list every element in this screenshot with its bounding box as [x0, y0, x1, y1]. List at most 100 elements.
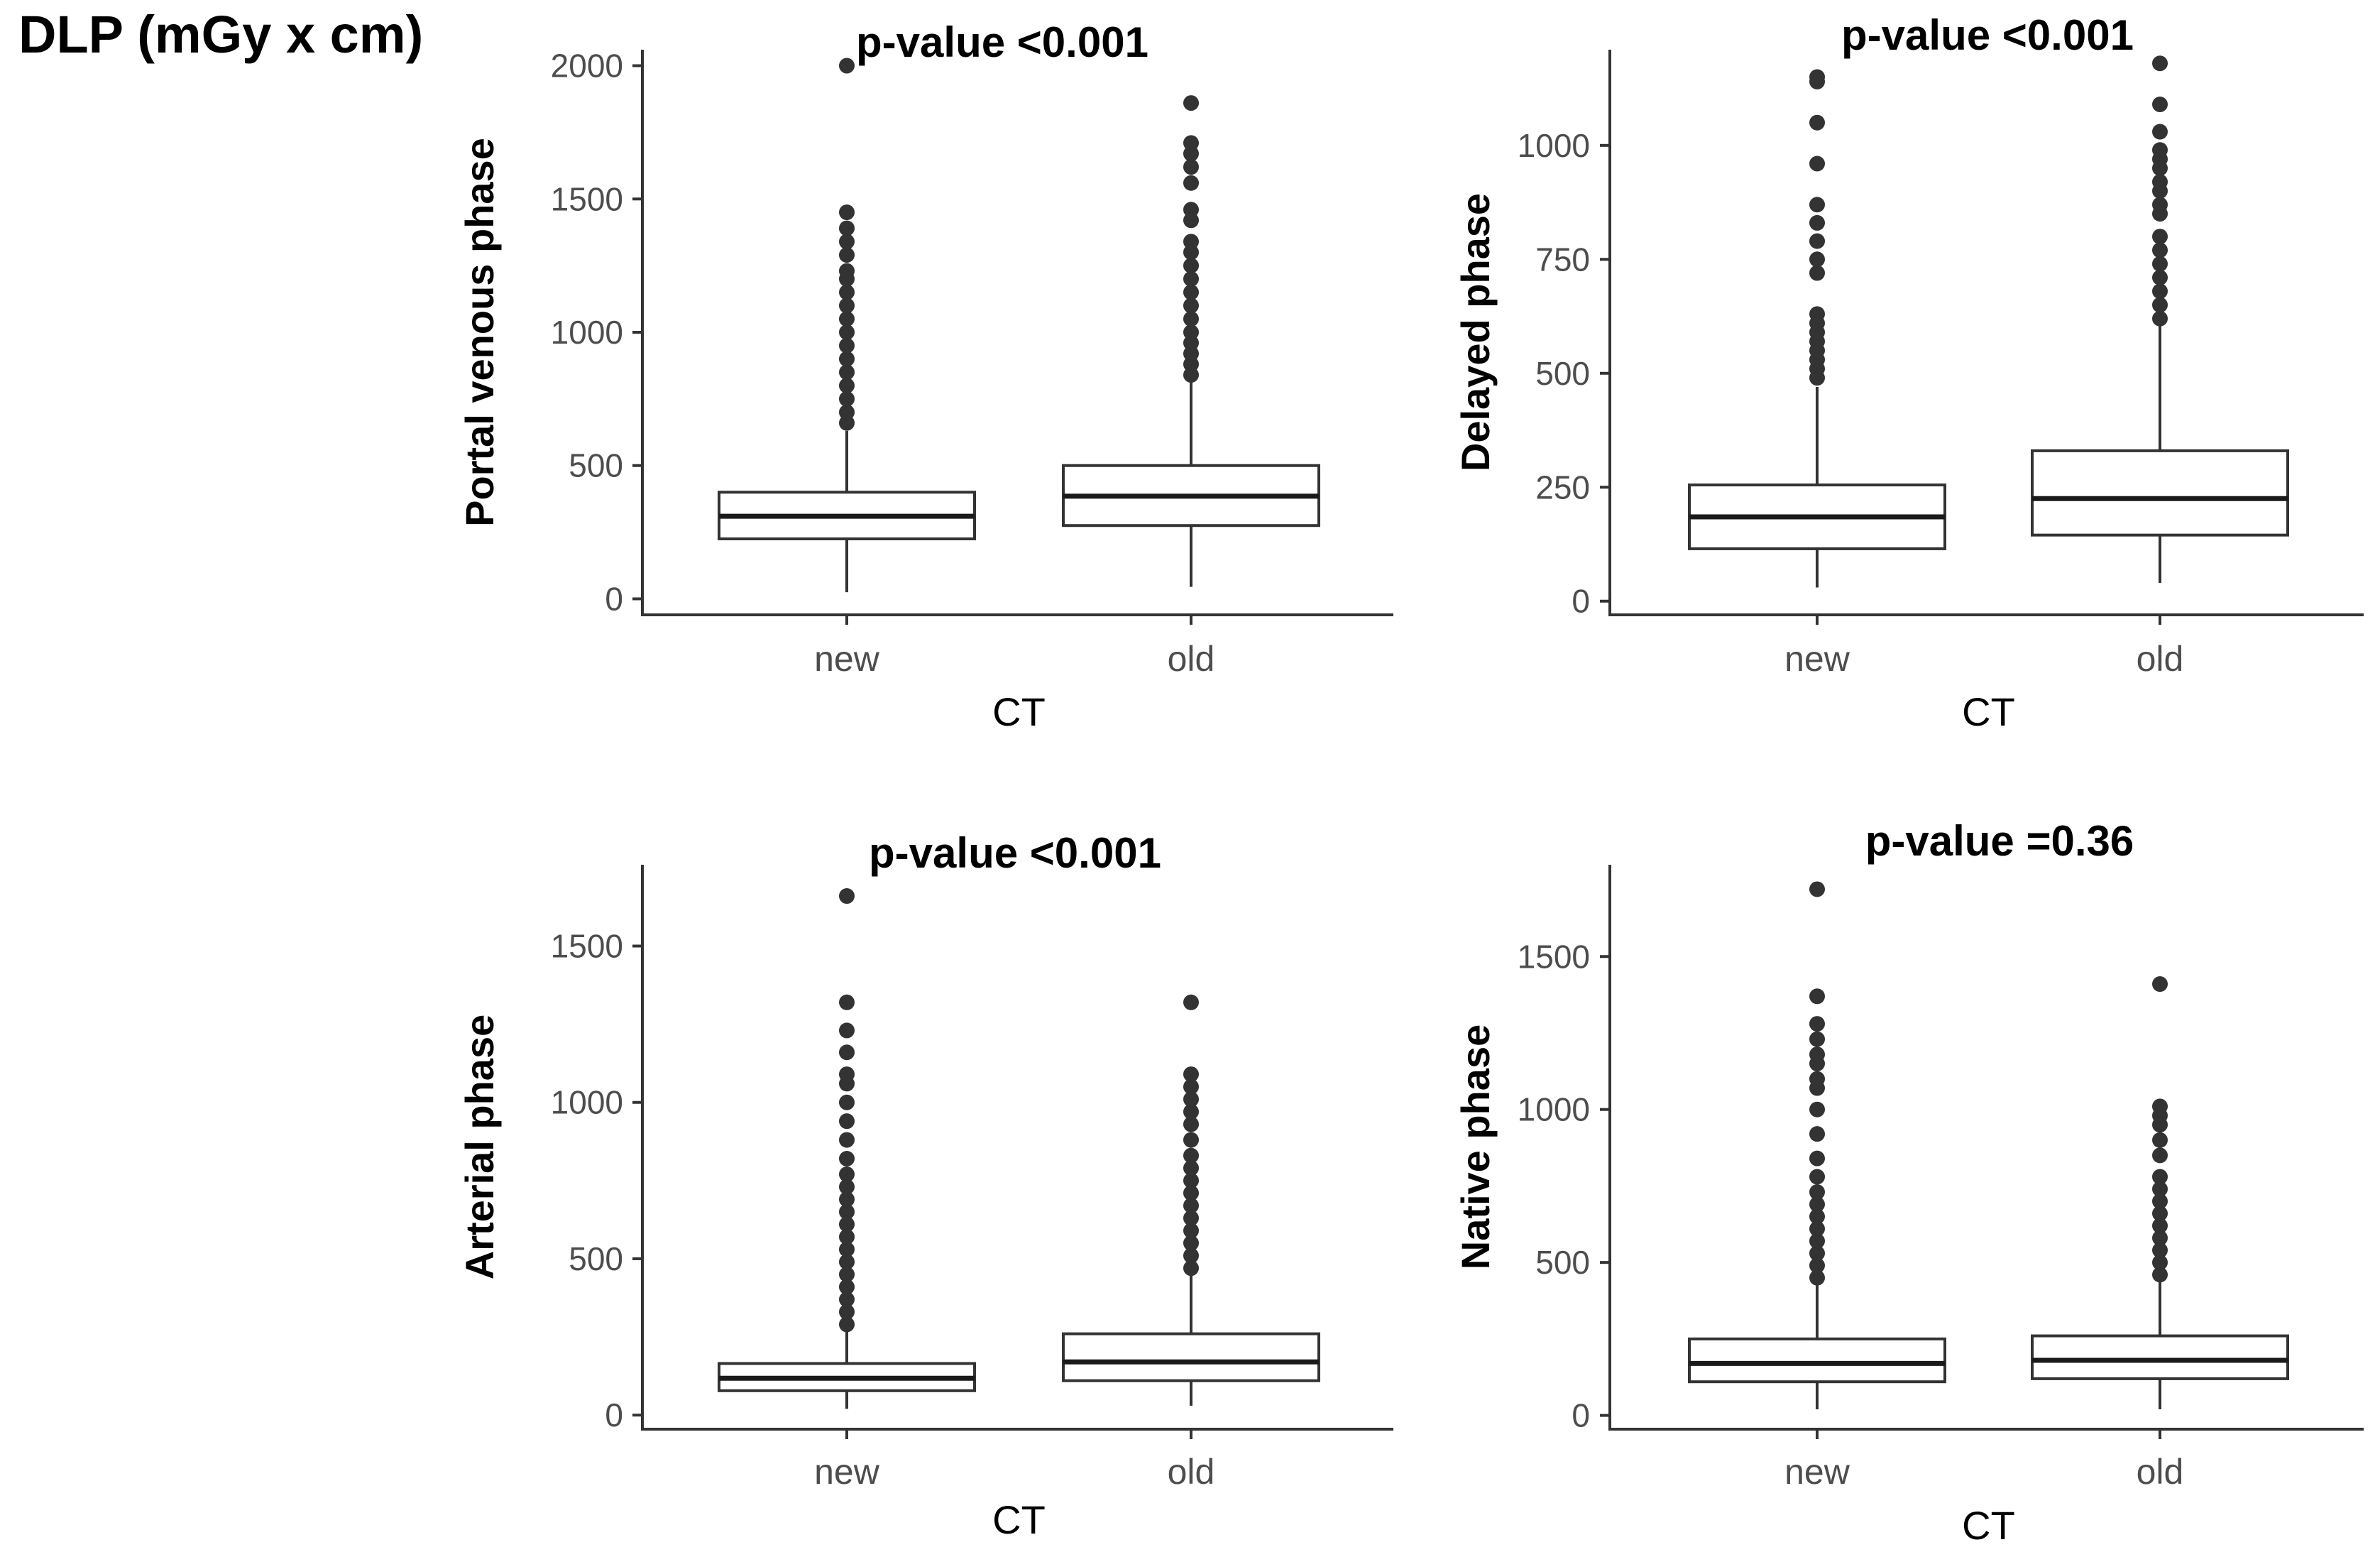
outlier-point [1183, 1260, 1199, 1277]
outlier-point [839, 1291, 855, 1308]
outlier-point [1809, 1208, 1825, 1225]
outlier-point [1183, 1132, 1199, 1148]
box-new [1688, 881, 1946, 1409]
outlier-point [1183, 1210, 1199, 1226]
outlier-point [1183, 311, 1199, 327]
y-tick-label: 1500 [1518, 938, 1590, 975]
outlier-point [839, 1203, 855, 1220]
outlier-point [1183, 258, 1199, 274]
outlier-point [2152, 1242, 2168, 1258]
outlier-point [839, 1132, 855, 1148]
y-axis-title: Arterial phase [457, 1015, 502, 1280]
outlier-point [2152, 297, 2168, 313]
outlier-point [2152, 124, 2168, 140]
y-tick-label: 1500 [551, 180, 623, 217]
outlier-point [2152, 55, 2168, 72]
outlier-point [1809, 155, 1825, 172]
y-tick-label: 500 [569, 1240, 623, 1277]
outlier-point [1809, 1257, 1825, 1274]
y-tick-label: 500 [1535, 1244, 1590, 1281]
outlier-point [2152, 976, 2168, 993]
x-category-label: new [1784, 1452, 1850, 1492]
outlier-point [1183, 1172, 1199, 1188]
outlier-point [2152, 1218, 2168, 1234]
x-axis-title: CT [992, 689, 1046, 734]
x-category-label: old [2137, 639, 2184, 679]
x-category-label: new [814, 1452, 880, 1492]
outlier-point [2152, 1267, 2168, 1283]
y-tick-label: 1000 [551, 1084, 623, 1121]
outlier-point [2152, 142, 2168, 158]
outlier-point [1183, 1223, 1199, 1239]
outlier-point [1183, 135, 1199, 151]
outlier-point [839, 1094, 855, 1110]
outlier-point [839, 311, 855, 327]
outlier-point [1183, 994, 1199, 1010]
outlier-point [1183, 159, 1199, 175]
outlier-point [2152, 1193, 2168, 1209]
outlier-point [839, 1191, 855, 1208]
outlier-point [839, 888, 855, 905]
outlier-point [1809, 1016, 1825, 1032]
iqr-box [2031, 449, 2289, 537]
outlier-point [1809, 1196, 1825, 1213]
y-tick-label: 0 [605, 580, 623, 617]
outlier-point [2152, 1230, 2168, 1246]
outlier-point [2152, 256, 2168, 272]
box-new [718, 58, 976, 593]
panel-arterial: 0 500 1000 1500 new old Arterial phase CT p-valu… [457, 829, 1393, 1542]
outlier-point [839, 263, 855, 279]
figure-title: DLP (mGy x cm) [18, 5, 424, 64]
panel-portal: 0 500 1000 1500 2000 new old Portal venous phas… [457, 18, 1393, 734]
box-new [718, 888, 976, 1409]
outlier-point [1183, 270, 1199, 287]
outlier-point [1183, 284, 1199, 300]
outlier-point [2152, 197, 2168, 213]
y-tick-label: 2000 [551, 48, 623, 84]
outlier-point [1183, 297, 1199, 314]
box-new [1688, 69, 1946, 588]
outlier-point [1183, 1198, 1199, 1214]
outlier-point [1183, 1160, 1199, 1176]
y-tick-label: 1000 [1518, 1091, 1590, 1128]
outlier-point [1809, 1233, 1825, 1249]
outlier-point [1809, 988, 1825, 1005]
outlier-point [2152, 283, 2168, 300]
p-value-label: p-value <0.001 [856, 18, 1148, 66]
outlier-point [1809, 214, 1825, 231]
outlier-point [839, 1316, 855, 1333]
outlier-point [2152, 269, 2168, 285]
y-axis-title: Native phase [1453, 1024, 1498, 1270]
outlier-point [1809, 1031, 1825, 1047]
outlier-point [839, 1166, 855, 1183]
outlier-point [2152, 174, 2168, 190]
box-old [1062, 95, 1320, 587]
outlier-point [839, 1179, 855, 1195]
x-axis-title: CT [1962, 689, 2015, 734]
outlier-point [2152, 1169, 2168, 1185]
outlier-point [1809, 251, 1825, 268]
outlier-point [839, 351, 855, 367]
outlier-point [1809, 1046, 1825, 1063]
outlier-point [839, 404, 855, 420]
outlier-point [2152, 242, 2168, 258]
y-tick-label: 0 [605, 1397, 623, 1433]
y-tick-label: 500 [569, 447, 623, 484]
outlier-point [1809, 114, 1825, 131]
x-category-label: new [1784, 639, 1850, 679]
outlier-point [839, 1066, 855, 1083]
panel-native: 0 500 1000 1500 new old Native phase CT p-value … [1453, 817, 2364, 1548]
outlier-point [839, 1241, 855, 1257]
box-old [1062, 994, 1320, 1406]
outlier-point [839, 220, 855, 236]
outlier-point [1183, 1116, 1199, 1132]
outlier-point [1809, 881, 1825, 897]
x-axis-title: CT [992, 1497, 1046, 1542]
outlier-point [2152, 229, 2168, 245]
outlier-point [1183, 1103, 1199, 1120]
outlier-point [839, 1254, 855, 1270]
outlier-point [1183, 95, 1199, 111]
y-axis-title: Delayed phase [1453, 193, 1498, 471]
outlier-point [839, 994, 855, 1010]
